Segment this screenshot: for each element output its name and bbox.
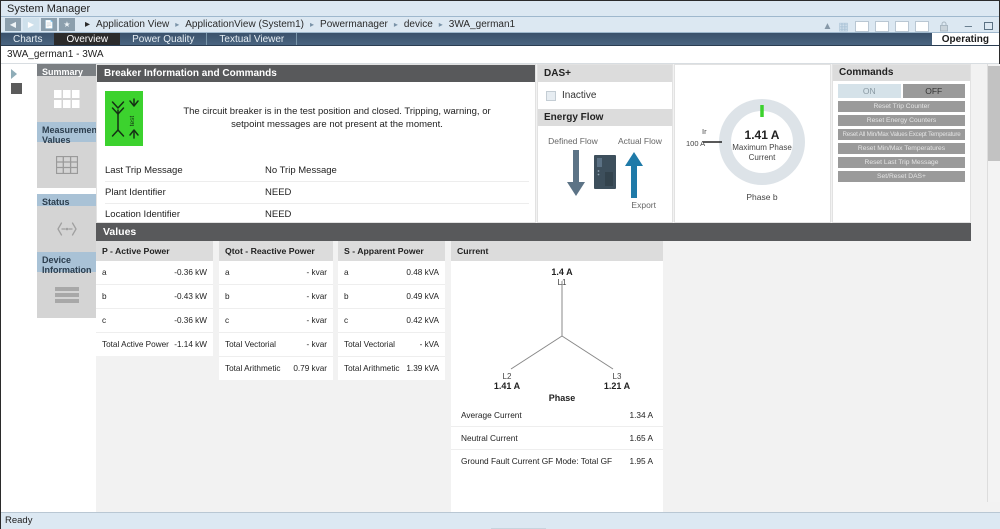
svg-text:1.21 A: 1.21 A [604,381,631,391]
svg-text:Phase b: Phase b [746,192,777,202]
svg-text:1.41 A: 1.41 A [494,381,521,391]
svg-text:100 A: 100 A [686,139,705,148]
svg-text:L2: L2 [503,372,512,381]
svg-text:Phase: Phase [549,393,576,401]
svg-text:1.4 A: 1.4 A [551,267,573,277]
svg-text:L1: L1 [558,278,567,287]
svg-text:test: test [129,116,136,127]
svg-text:1.41 A: 1.41 A [745,128,780,142]
svg-text:Maximum Phase: Maximum Phase [732,143,792,152]
svg-text:L3: L3 [613,372,622,381]
svg-text:Ir: Ir [702,127,707,136]
svg-text:Current: Current [749,153,776,162]
